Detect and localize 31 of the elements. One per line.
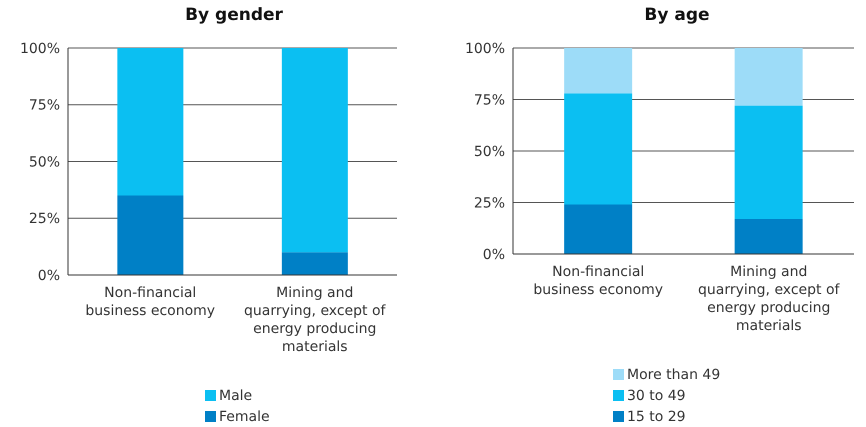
y-tick-label: 100% — [464, 40, 505, 57]
y-tick-label: 25% — [28, 211, 60, 228]
chart-title: By age — [643, 5, 711, 25]
legend-label: More than 49 — [627, 366, 720, 382]
bar — [564, 93, 632, 205]
legend-label: 30 to 49 — [627, 388, 686, 404]
y-tick-label: 100% — [20, 40, 60, 57]
bar — [564, 48, 632, 94]
chart-title: By gender — [184, 5, 284, 25]
x-tick-label: Mining and quarrying, except of energy producing materials — [698, 264, 841, 334]
legend-label: 15 to 29 — [627, 408, 686, 424]
y-tick-label: 25% — [474, 195, 505, 212]
y-tick-label: 75% — [28, 98, 60, 114]
y-tick-label: 50% — [28, 154, 60, 170]
y-tick-label: 0% — [38, 268, 60, 284]
bar — [282, 252, 348, 275]
y-tick-label: 50% — [474, 144, 505, 160]
bar — [734, 48, 803, 106]
bar — [282, 48, 348, 252]
x-tick-label: Non-financial business economy — [85, 285, 216, 319]
y-tick-label: 75% — [474, 92, 505, 108]
x-tick-label: Mining and quarrying, except of energy producing materials — [244, 285, 387, 355]
bar — [734, 218, 803, 254]
legend-label: Male — [219, 388, 252, 404]
y-tick-label: 0% — [482, 246, 505, 263]
bar — [564, 204, 632, 254]
x-tick-label: Non-financial business economy — [533, 264, 664, 298]
bar — [117, 196, 184, 275]
bar — [117, 48, 184, 196]
bar — [734, 106, 803, 219]
legend-label: Female — [219, 408, 270, 424]
